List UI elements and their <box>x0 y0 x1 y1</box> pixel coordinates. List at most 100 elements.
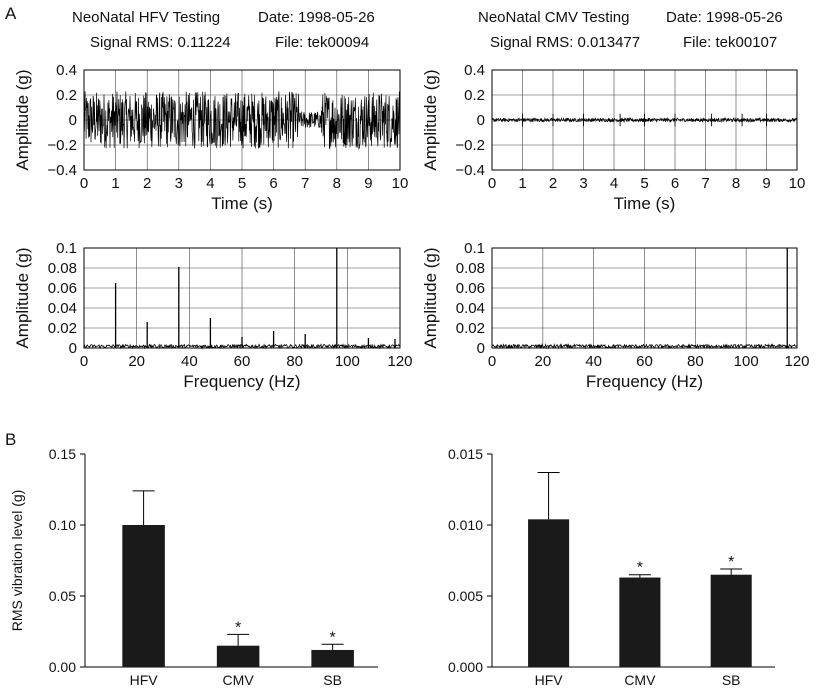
bar-sb <box>311 649 354 667</box>
x-tick-label: 60 <box>636 353 653 370</box>
bar-cmv <box>216 645 260 667</box>
category-label: HFV <box>535 672 564 688</box>
header-cmv-rms: Signal RMS: 0.013477 <box>490 34 640 51</box>
y-tick-label: 0.4 <box>56 62 77 79</box>
y-tick-label: 0.04 <box>48 300 77 317</box>
category-label: HFV <box>130 672 159 688</box>
x-tick-label: 40 <box>181 353 198 370</box>
y-tick-label: 0.02 <box>48 320 77 337</box>
x-tick-label: 2 <box>143 175 151 192</box>
x-tick-label: 4 <box>610 175 618 192</box>
y-tick-label: 0.010 <box>448 517 483 533</box>
y-tick-label: 0.08 <box>456 260 485 277</box>
category-label: CMV <box>223 672 255 688</box>
y-tick-label: 0 <box>477 340 485 357</box>
x-tick-label: 20 <box>128 353 145 370</box>
x-tick-label: 0 <box>80 175 88 192</box>
header-hfv-file: File: tek00094 <box>275 34 369 51</box>
y-tick-label: 0.4 <box>464 62 485 79</box>
x-tick-label: 80 <box>286 353 303 370</box>
y-tick-label: 0 <box>69 340 77 357</box>
y-tick-label: 0.000 <box>448 659 483 675</box>
x-tick-label: 100 <box>335 353 360 370</box>
chart-cmv-freq: 0 20 40 60 80 100 1200.10.080.060.040.020Frequ… <box>421 240 810 391</box>
x-axis-label: Time (s) <box>211 194 273 213</box>
y-tick-label: 0.15 <box>49 446 76 462</box>
x-tick-label: 6 <box>671 175 679 192</box>
category-label: SB <box>722 672 741 688</box>
x-tick-label: 0 <box>488 353 496 370</box>
bar-hfv <box>122 525 165 667</box>
y-tick-label: 0.06 <box>456 280 485 297</box>
x-tick-label: 80 <box>687 353 704 370</box>
category-label: SB <box>323 672 342 688</box>
y-tick-label: −0.2 <box>47 137 77 154</box>
y-tick-label: 0.2 <box>56 87 77 104</box>
x-tick-label: 9 <box>364 175 372 192</box>
chart-rms-bar-left: 0.00 0.05 0.10 0.15 RMS vibration level (g) H… <box>9 446 378 688</box>
bar-cmv <box>619 577 661 667</box>
y-axis-label: Amplitude (g) <box>13 247 32 348</box>
panel-label-a: A <box>5 4 17 23</box>
header-cmv-title: NeoNatal CMV Testing <box>478 9 629 26</box>
y-tick-label: 0.05 <box>49 588 76 604</box>
header-hfv-date: Date: 1998-05-26 <box>258 9 375 26</box>
y-axis-label: Amplitude (g) <box>13 69 32 170</box>
y-tick-label: 0 <box>69 112 77 129</box>
x-tick-label: 0 <box>488 175 496 192</box>
y-tick-label: −0.4 <box>47 162 77 179</box>
category-label: CMV <box>624 672 656 688</box>
x-tick-label: 6 <box>269 175 277 192</box>
plot-frame <box>491 247 798 349</box>
x-tick-label: 5 <box>640 175 648 192</box>
x-tick-label: 0 <box>80 353 88 370</box>
y-tick-label: 0.10 <box>49 517 76 533</box>
significance-marker: * <box>637 560 643 577</box>
y-tick-label: −0.2 <box>455 137 485 154</box>
y-tick-label: 0.015 <box>448 446 483 462</box>
x-tick-label: 60 <box>234 353 251 370</box>
y-axis-label: RMS vibration level (g) <box>9 490 25 632</box>
x-tick-label: 7 <box>301 175 309 192</box>
y-tick-label: 0.04 <box>456 300 485 317</box>
x-tick-label: 10 <box>392 175 409 192</box>
y-axis-label: Amplitude (g) <box>421 69 440 170</box>
y-tick-label: 0.00 <box>49 659 76 675</box>
panel-label-b: B <box>5 430 16 449</box>
y-tick-label: 0 <box>477 112 485 129</box>
x-tick-label: 4 <box>206 175 214 192</box>
y-tick-label: 0.1 <box>464 240 485 257</box>
y-tick-label: 0.02 <box>456 320 485 337</box>
significance-marker: * <box>235 619 241 636</box>
x-tick-label: 8 <box>732 175 740 192</box>
header-cmv-date: Date: 1998-05-26 <box>666 9 783 26</box>
chart-cmv-time: 0 1 2 3 4 5 6 7 8 9 10 0.4 0.2 0 −0.2 −0.4 Time (s) Ampli… <box>421 62 805 213</box>
bar-sb <box>710 574 752 667</box>
x-tick-label: 5 <box>238 175 246 192</box>
x-tick-label: 3 <box>175 175 183 192</box>
y-tick-label: 0.1 <box>56 240 77 257</box>
y-tick-label: 0.005 <box>448 588 483 604</box>
significance-marker: * <box>330 629 336 646</box>
header-hfv-rms: Signal RMS: 0.11224 <box>90 34 231 51</box>
x-tick-label: 10 <box>789 175 806 192</box>
y-tick-label: 0.2 <box>464 87 485 104</box>
chart-hfv-freq: 0 20 40 60 80 100 1200.10.080.060.040.020Frequ… <box>13 240 413 391</box>
x-axis-label: Frequency (Hz) <box>586 372 703 391</box>
bar-hfv <box>528 519 570 667</box>
y-tick-label: 0.06 <box>48 280 77 297</box>
x-axis-label: Time (s) <box>614 194 676 213</box>
header-hfv-title: NeoNatal HFV Testing <box>72 9 220 26</box>
x-tick-label: 7 <box>701 175 709 192</box>
y-axis-label: Amplitude (g) <box>421 247 440 348</box>
x-tick-label: 120 <box>387 353 412 370</box>
x-tick-label: 1 <box>111 175 119 192</box>
x-tick-label: 9 <box>762 175 770 192</box>
signal-trace <box>83 91 401 150</box>
x-tick-label: 8 <box>333 175 341 192</box>
significance-marker: * <box>728 554 734 571</box>
y-tick-label: 0.08 <box>48 260 77 277</box>
x-tick-label: 20 <box>534 353 551 370</box>
chart-rms-bar-right: 0.000 0.005 0.010 0.015 HFV * CMV * SB <box>448 446 775 688</box>
